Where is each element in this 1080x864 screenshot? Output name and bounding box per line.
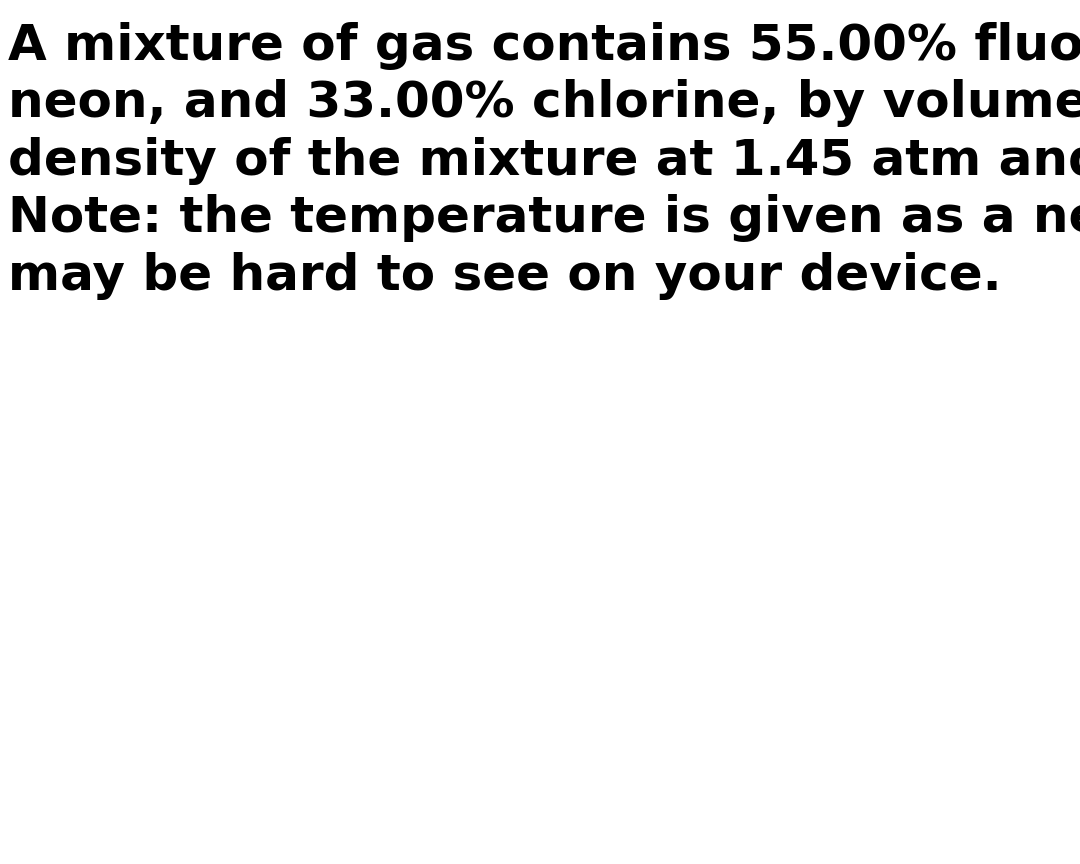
Text: A mixture of gas contains 55.00% fluorine, 12.00%
neon, and 33.00% chlorine, by : A mixture of gas contains 55.00% fluorin… xyxy=(8,22,1080,300)
